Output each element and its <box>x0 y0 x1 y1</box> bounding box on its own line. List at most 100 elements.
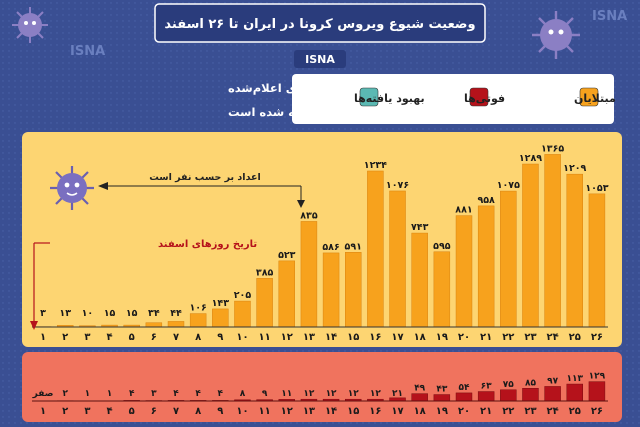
cases-day-labels: ۱ ۲ ۳ ۴ ۵ ۶ ۷ ۸ ۹ ۱۰ ۱۱ ۱۲ ۱۳ ۱۴ ۱۵ ۱۶ ۱۷ ۱۸ ۱۹ ۲۰ ۲۱ ۲۲ ۲۳ ۲۴ ۲… <box>40 332 603 343</box>
legend-swatch-1 <box>579 87 599 107</box>
cases-bar-10 <box>234 300 251 328</box>
virus-icon-panel <box>50 166 94 210</box>
deaths-day-label-13: ۱۳ <box>303 406 315 417</box>
deaths-value-label-11: ۹ <box>262 389 268 399</box>
deaths-day-label-21: ۲۱ <box>480 406 492 417</box>
deaths-day-label-23: ۲۳ <box>524 406 536 417</box>
cases-value-label-7: ۴۴ <box>170 308 182 319</box>
cases-day-label-14: ۱۴ <box>325 332 337 343</box>
deaths-value-label-19: ۴۳ <box>436 385 447 395</box>
cases-value-label-11: ۳۸۵ <box>256 267 274 278</box>
days-annotation: تاریخ روزهای اسفند <box>30 239 257 330</box>
deaths-bar-23 <box>522 388 539 402</box>
title-banner <box>154 3 486 43</box>
deaths-day-labels: ۱ ۲ ۳ ۴ ۵ ۶ ۷ ۸ ۹ ۱۰ ۱۱ ۱۲ ۱۳ ۱۴ ۱۵ ۱۶ ۱۷ ۱۸ ۱۹ ۲۰ ۲۱ ۲۲ ۲۳ ۲۴ ۲… <box>40 406 603 417</box>
deaths-value-label-12: ۱۱ <box>281 389 292 399</box>
cases-value-label-15: ۵۹۱ <box>345 241 362 252</box>
cases-bar-16 <box>367 170 384 328</box>
cases-bar-18 <box>411 232 428 328</box>
cases-day-label-24: ۲۴ <box>547 332 559 343</box>
cases-value-label-21: ۹۵۸ <box>477 195 495 206</box>
deaths-day-label-22: ۲۲ <box>502 406 514 417</box>
deaths-day-label-19: ۱۹ <box>436 406 448 417</box>
deaths-day-label-7: ۷ <box>173 406 179 417</box>
cases-bar-8 <box>189 313 207 328</box>
deaths-day-label-9: ۹ <box>217 406 223 417</box>
cases-value-label-6: ۳۴ <box>148 308 160 319</box>
cases-day-label-5: ۵ <box>129 332 135 343</box>
legend-label-3: بهبود یافته‌ها <box>354 92 425 105</box>
cases-day-label-22: ۲۲ <box>502 332 514 343</box>
legend-swatch-3 <box>359 87 379 107</box>
legend-box <box>292 74 614 124</box>
deaths-day-label-17: ۱۷ <box>391 406 403 417</box>
deaths-day-label-20: ۲۰ <box>458 406 470 417</box>
watermark-right: ISNA <box>592 9 627 24</box>
deaths-value-label-4: ۱ <box>107 389 113 399</box>
cases-day-label-19: ۱۹ <box>436 332 448 343</box>
cases-bar-15 <box>345 252 362 328</box>
deaths-bar-26 <box>588 381 606 402</box>
cases-day-label-16: ۱۶ <box>369 332 381 343</box>
deaths-bar-18 <box>411 393 428 402</box>
deaths-bar-21 <box>477 391 495 402</box>
cases-value-label-22: ۱۰۷۵ <box>497 180 520 191</box>
deaths-day-label-1: ۱ <box>40 406 46 417</box>
cases-bar-24 <box>544 154 561 328</box>
deaths-value-label-24: ۹۷ <box>547 376 558 386</box>
deaths-value-label-3: ۱ <box>85 389 91 399</box>
cases-value-label-8: ۱۰۶ <box>189 303 206 314</box>
legend: مبتلایان فوتی‌ها بهبود یافته‌ها <box>354 87 616 107</box>
cases-day-label-1: ۱ <box>40 332 46 343</box>
cases-bar-20 <box>455 215 473 328</box>
deaths-value-label-22: ۷۵ <box>503 380 514 390</box>
cases-day-label-25: ۲۵ <box>569 332 581 343</box>
cases-value-label-18: ۷۴۳ <box>411 222 429 233</box>
cases-day-label-7: ۷ <box>173 332 179 343</box>
cases-day-label-4: ۴ <box>106 332 112 343</box>
deaths-value-label-17: ۲۱ <box>392 389 403 399</box>
deaths-bar-24 <box>544 386 561 402</box>
deaths-bar-22 <box>500 389 517 402</box>
cases-value-label-2: ۱۳ <box>59 308 71 319</box>
cases-bar-13 <box>300 221 318 328</box>
deaths-value-label-15: ۱۲ <box>348 389 359 399</box>
deaths-value-label-20: ۵۴ <box>459 383 470 393</box>
deaths-day-label-8: ۸ <box>195 406 201 417</box>
deaths-value-label-8: ۴ <box>195 389 201 399</box>
isna-badge <box>294 50 346 68</box>
cases-day-label-6: ۶ <box>151 332 157 343</box>
cases-bar-17 <box>389 190 406 328</box>
deaths-day-label-18: ۱۸ <box>414 406 426 417</box>
cases-day-label-10: ۱۰ <box>236 332 248 343</box>
virus-icon-right <box>532 11 580 59</box>
page-title: وضعیت شیوع ویروس کرونا در ایران تا ۲۶ اس… <box>164 17 475 32</box>
cases-day-label-20: ۲۰ <box>458 332 470 343</box>
cases-bar-22 <box>500 190 517 328</box>
cases-value-label-4: ۱۵ <box>104 308 116 319</box>
deaths-panel <box>22 352 622 422</box>
cases-day-label-2: ۲ <box>62 332 68 343</box>
cases-day-label-9: ۹ <box>217 332 223 343</box>
cases-value-label-12: ۵۲۳ <box>278 250 296 261</box>
cases-bar-14 <box>322 252 340 328</box>
cases-value-label-26: ۱۰۵۳ <box>585 183 608 194</box>
deaths-day-label-25: ۲۵ <box>569 406 581 417</box>
deaths-value-label-10: ۸ <box>240 389 246 399</box>
cases-value-label-1: ۳ <box>40 308 46 319</box>
cases-value-label-17: ۱۰۷۶ <box>386 180 409 191</box>
cases-value-label-5: ۱۵ <box>126 308 138 319</box>
cases-bars <box>34 154 606 328</box>
cases-day-label-8: ۸ <box>195 332 201 343</box>
cases-bar-25 <box>566 173 583 328</box>
cases-day-label-3: ۳ <box>84 332 90 343</box>
cases-value-label-20: ۸۸۱ <box>455 205 472 216</box>
cases-day-label-23: ۲۳ <box>524 332 536 343</box>
deaths-bar-19 <box>433 394 451 402</box>
cases-day-label-11: ۱۱ <box>259 332 271 343</box>
cases-value-label-10: ۲۰۵ <box>234 290 252 301</box>
deaths-day-label-10: ۱۰ <box>236 406 248 417</box>
cases-value-label-23: ۱۲۸۹ <box>519 153 542 164</box>
deaths-value-label-1: صفر <box>32 389 54 399</box>
